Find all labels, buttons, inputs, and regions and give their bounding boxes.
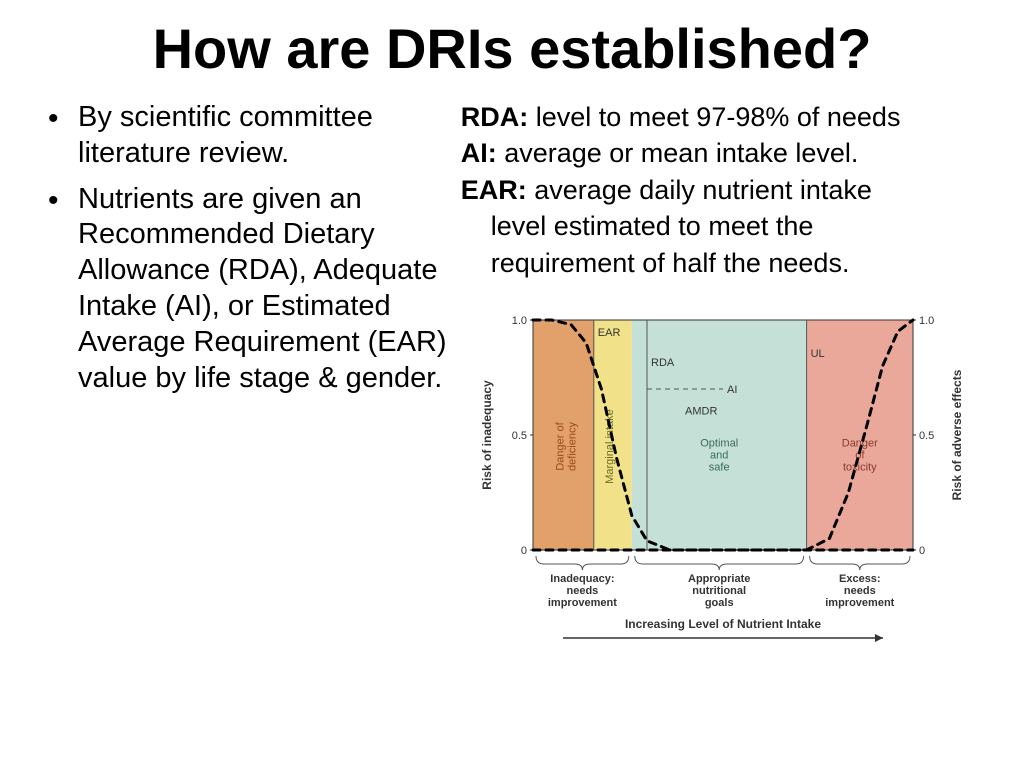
svg-text:0.5: 0.5 — [919, 430, 934, 442]
svg-text:RDA: RDA — [651, 357, 675, 369]
bullet-item: By scientific committee literature revie… — [60, 100, 451, 172]
def-ear-text: average daily nutrient intake — [527, 175, 872, 205]
def-ear-term: EAR: — [461, 175, 527, 205]
def-ear-line3: requirement of half the needs. — [461, 246, 986, 281]
left-column: By scientific committee literature revie… — [38, 100, 451, 758]
chart-container: 0 0 0.5 0.5 1.0 1.0 EAR RDA UL AI AMDR Danger ofdef… — [461, 300, 986, 758]
svg-text:EAR: EAR — [598, 327, 621, 339]
svg-text:1.0: 1.0 — [512, 315, 527, 327]
def-ai-text: average or mean intake level. — [497, 138, 859, 168]
svg-text:Risk of inadequacy: Risk of inadequacy — [480, 380, 494, 490]
svg-text:AI: AI — [727, 384, 737, 396]
svg-text:Excess:needsimprovement: Excess:needsimprovement — [826, 573, 895, 609]
svg-text:Risk of adverse effects: Risk of adverse effects — [950, 370, 964, 501]
bullet-item: Nutrients are given an Recommended Dieta… — [60, 182, 451, 398]
svg-text:AMDR: AMDR — [685, 406, 717, 418]
region-optimal-safe — [632, 320, 807, 550]
def-ear: EAR: average daily nutrient intake — [461, 173, 986, 208]
svg-text:1.0: 1.0 — [919, 315, 934, 327]
def-ai: AI: average or mean intake level. — [461, 136, 986, 171]
def-ai-term: AI: — [461, 138, 497, 168]
def-rda-text: level to meet 97-98% of needs — [528, 102, 900, 132]
svg-text:0: 0 — [919, 545, 925, 557]
def-rda: RDA: level to meet 97-98% of needs — [461, 100, 986, 135]
svg-text:0.5: 0.5 — [512, 430, 527, 442]
content-columns: By scientific committee literature revie… — [38, 100, 986, 758]
svg-text:0: 0 — [521, 545, 527, 557]
bullet-list: By scientific committee literature revie… — [38, 100, 451, 398]
svg-text:Appropriatenutritionalgoals: Appropriatenutritionalgoals — [688, 573, 750, 609]
dri-chart: 0 0 0.5 0.5 1.0 1.0 EAR RDA UL AI AMDR Danger ofdef… — [463, 300, 983, 660]
slide-title: How are DRIs established? — [38, 18, 986, 80]
svg-text:Danger ofdeficiency: Danger ofdeficiency — [555, 422, 579, 472]
svg-text:UL: UL — [811, 348, 825, 360]
def-rda-term: RDA: — [461, 102, 529, 132]
svg-text:Inadequacy:needsimprovement: Inadequacy:needsimprovement — [548, 573, 617, 609]
def-ear-line2: level estimated to meet the — [461, 209, 986, 244]
slide: How are DRIs established? By scientific … — [0, 0, 1024, 768]
definitions: RDA: level to meet 97-98% of needs AI: a… — [461, 100, 986, 283]
right-column: RDA: level to meet 97-98% of needs AI: a… — [461, 100, 986, 758]
svg-text:Increasing Level of Nutrient I: Increasing Level of Nutrient Intake — [625, 617, 821, 631]
